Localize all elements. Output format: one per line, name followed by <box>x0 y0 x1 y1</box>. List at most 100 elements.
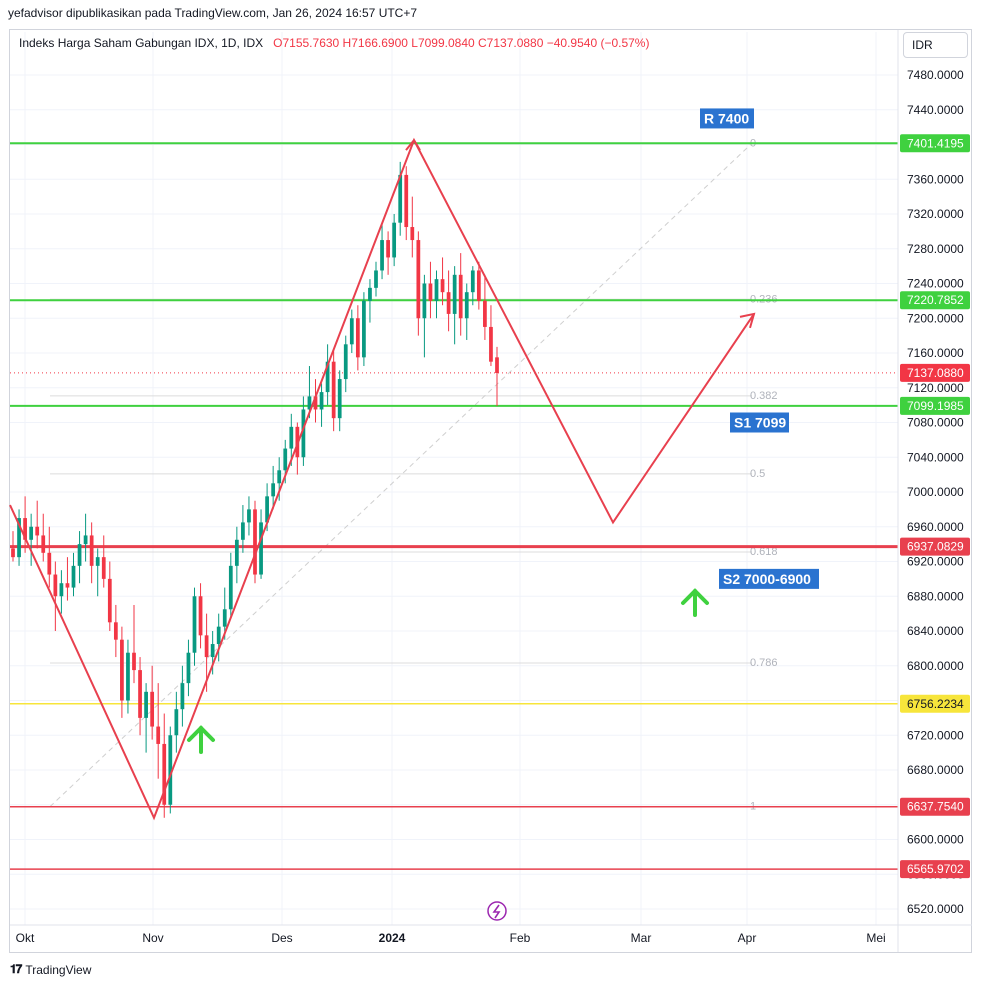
y-tick-label: 6720.0000 <box>907 728 964 742</box>
candle-body <box>23 518 27 540</box>
candle <box>386 231 390 275</box>
candle <box>23 496 27 553</box>
price-level-badge-bg <box>900 797 970 816</box>
candle-body <box>458 274 463 319</box>
tradingview-brand: TradingView <box>25 962 92 977</box>
candle-body <box>41 535 46 553</box>
tradingview-logo[interactable]: 𝟏𝟕 TradingView <box>10 962 91 977</box>
last-price-badge-text: 7137.0880 <box>907 366 964 380</box>
y-tick-label: 7200.0000 <box>907 311 964 325</box>
x-tick-label: Des <box>271 931 292 945</box>
peak-arrowhead-icon <box>405 138 421 151</box>
candle-body <box>259 522 263 575</box>
candle-body <box>355 318 360 358</box>
candle-body <box>362 300 366 358</box>
support-resistance-label-bg <box>719 568 819 589</box>
candle-body <box>253 509 257 575</box>
y-tick-label: 7480.0000 <box>907 68 964 82</box>
candle-body <box>446 292 451 314</box>
symbol-legend: Indeks Harga Saham Gabungan IDX, 1D, IDX… <box>19 36 649 50</box>
y-tick-label: 7120.0000 <box>907 381 964 395</box>
candle <box>428 261 433 319</box>
candle <box>458 253 463 336</box>
y-tick-label: 7000.0000 <box>907 485 964 499</box>
candle <box>325 344 330 406</box>
candle-body <box>186 652 191 684</box>
candle-body <box>271 483 276 497</box>
y-tick-label: 6880.0000 <box>907 589 964 603</box>
price-level-badge-bg <box>900 537 970 556</box>
y-tick-label: 6800.0000 <box>907 659 964 673</box>
fib-ratio-label: 0.618 <box>750 546 778 558</box>
projection-arrowhead-icon <box>739 312 756 329</box>
candle <box>47 526 52 588</box>
candle <box>198 583 203 649</box>
price-level-badge-bg <box>900 396 970 415</box>
candle-body <box>289 426 294 449</box>
candle <box>168 726 173 814</box>
support-resistance-label: S1 7099 <box>730 412 789 433</box>
candle <box>313 379 318 423</box>
candle <box>228 552 233 618</box>
candle <box>380 222 384 280</box>
y-tick-label: 6520.0000 <box>907 902 964 916</box>
candle-body <box>483 300 487 327</box>
candle-body <box>470 270 475 293</box>
support-resistance-label-text: S2 7000-6900 <box>723 571 811 587</box>
candle-body <box>283 448 288 471</box>
y-tick-label: 6680.0000 <box>907 763 964 777</box>
candle-body <box>204 635 209 658</box>
x-tick-label: Nov <box>142 931 163 945</box>
candle <box>422 274 427 358</box>
candle <box>355 305 360 371</box>
y-tick-label: 7160.0000 <box>907 346 964 360</box>
candle-body <box>410 227 415 241</box>
candle-body <box>89 535 94 566</box>
candle-body <box>11 548 15 558</box>
candle-body <box>422 283 427 319</box>
candle <box>434 270 439 319</box>
candle-body <box>337 379 342 419</box>
candle-body <box>156 726 161 744</box>
candle-body <box>162 743 167 805</box>
y-tick-label: 7440.0000 <box>907 103 964 117</box>
candle <box>483 274 487 340</box>
price-level-badge-text: 7099.1985 <box>907 399 964 413</box>
price-level-badge-bg <box>900 134 970 153</box>
event-flash-circle <box>487 901 507 921</box>
x-tick-label: 2024 <box>379 931 406 945</box>
price-level-badge-text: 6756.2234 <box>907 697 964 711</box>
price-level-badge: 6637.7540 <box>900 797 970 816</box>
candle-body <box>313 396 318 410</box>
candle-body <box>65 583 70 588</box>
candle-body <box>277 470 282 484</box>
candle-body <box>331 361 336 419</box>
candle <box>41 513 46 562</box>
candle <box>162 713 167 818</box>
candle-body <box>325 361 330 393</box>
candle-body <box>29 526 34 540</box>
x-tick-label: Apr <box>738 931 757 945</box>
candle-body <box>386 240 390 258</box>
last-price-badge: 7137.0880 <box>900 363 970 382</box>
x-tick-label: Feb <box>510 931 531 945</box>
candle <box>470 266 475 306</box>
candle-body <box>47 552 52 575</box>
candle-body <box>440 279 445 293</box>
currency-button[interactable]: IDR <box>903 32 968 58</box>
candle-body <box>150 691 155 727</box>
event-flash-icon[interactable] <box>487 901 507 921</box>
candle-body <box>107 578 112 623</box>
candle-body <box>489 326 493 362</box>
candle <box>107 561 112 631</box>
candle-body <box>368 287 372 301</box>
candle <box>464 283 469 340</box>
candle-body <box>132 652 136 671</box>
y-tick-label: 6960.0000 <box>907 520 964 534</box>
candle-body <box>228 565 233 610</box>
price-level-badge: 6756.2234 <box>900 694 970 713</box>
candle-body <box>113 622 118 640</box>
price-level-badge-bg <box>900 860 970 879</box>
price-level-badge-text: 6565.9702 <box>907 862 964 876</box>
